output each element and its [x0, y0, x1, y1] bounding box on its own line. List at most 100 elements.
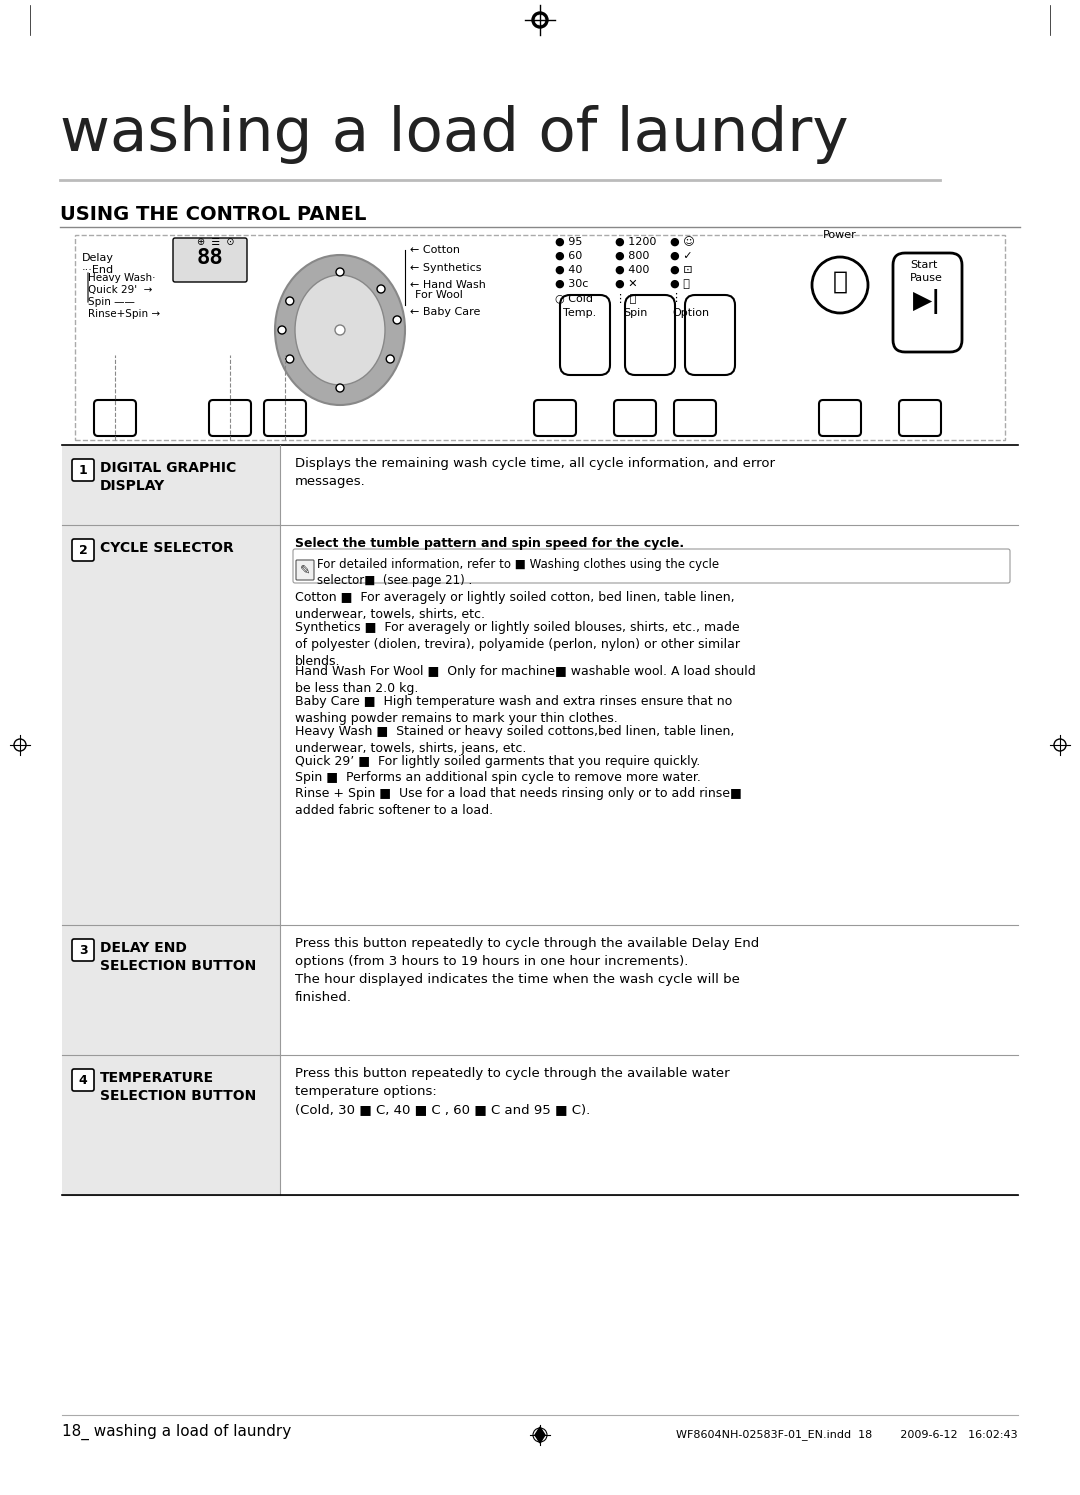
- Text: Delay: Delay: [82, 253, 114, 263]
- Text: Spin ——: Spin ——: [87, 298, 135, 306]
- Bar: [62, 925, 280, 1055]
- FancyBboxPatch shape: [94, 401, 136, 437]
- Text: WF8604NH-02583F-01_EN.indd  18        2009-6-12   16:02:43: WF8604NH-02583F-01_EN.indd 18 2009-6-12 …: [676, 1429, 1018, 1440]
- Text: 88: 88: [197, 248, 224, 268]
- Text: Power: Power: [823, 230, 856, 241]
- Text: washing a load of laundry: washing a load of laundry: [60, 105, 849, 164]
- FancyBboxPatch shape: [264, 401, 306, 437]
- Circle shape: [336, 384, 345, 392]
- Text: Temp.: Temp.: [563, 308, 596, 318]
- Text: ⏻: ⏻: [833, 271, 848, 295]
- Bar: [75, 235, 1005, 440]
- Text: ● ✓: ● ✓: [670, 251, 692, 262]
- Text: ···End: ···End: [82, 265, 114, 275]
- FancyBboxPatch shape: [534, 401, 576, 437]
- FancyBboxPatch shape: [615, 401, 656, 437]
- Circle shape: [532, 12, 548, 28]
- Text: 1: 1: [79, 463, 87, 477]
- Text: 3: 3: [79, 943, 87, 957]
- FancyBboxPatch shape: [293, 549, 1010, 583]
- Text: Quick 29'  →: Quick 29' →: [87, 286, 152, 295]
- Circle shape: [393, 315, 401, 324]
- Text: Displays the remaining wash cycle time, all cycle information, and error
message: Displays the remaining wash cycle time, …: [295, 457, 775, 487]
- Text: ← Hand Wash: ← Hand Wash: [410, 280, 486, 290]
- FancyBboxPatch shape: [893, 253, 962, 351]
- Ellipse shape: [275, 256, 405, 405]
- Text: ● 60: ● 60: [555, 251, 582, 262]
- Text: USING THE CONTROL PANEL: USING THE CONTROL PANEL: [60, 205, 366, 224]
- FancyBboxPatch shape: [819, 401, 861, 437]
- Text: ✎: ✎: [300, 564, 310, 577]
- FancyBboxPatch shape: [296, 561, 314, 580]
- FancyBboxPatch shape: [210, 401, 251, 437]
- Text: Start: Start: [910, 260, 937, 271]
- Text: Baby Care ■  High temperature wash and extra rinses ensure that no
washing powde: Baby Care ■ High temperature wash and ex…: [295, 695, 732, 725]
- Text: Synthetics ■  For averagely or lightly soiled blouses, shirts, etc., made
of pol: Synthetics ■ For averagely or lightly so…: [295, 620, 740, 668]
- Text: ● ⊡: ● ⊡: [670, 265, 692, 275]
- FancyBboxPatch shape: [72, 459, 94, 481]
- Bar: [62, 1055, 280, 1195]
- Circle shape: [286, 354, 294, 363]
- Text: ● ✕: ● ✕: [615, 280, 637, 289]
- FancyBboxPatch shape: [899, 401, 941, 437]
- Text: TEMPERATURE
SELECTION BUTTON: TEMPERATURE SELECTION BUTTON: [100, 1070, 256, 1103]
- Text: Heavy Wash·: Heavy Wash·: [87, 274, 156, 283]
- Text: ● 95: ● 95: [555, 238, 582, 247]
- Text: 2: 2: [79, 544, 87, 556]
- Circle shape: [278, 326, 286, 333]
- FancyBboxPatch shape: [72, 540, 94, 561]
- Text: Quick 29’ ■  For lightly soiled garments that you require quickly.: Quick 29’ ■ For lightly soiled garments …: [295, 755, 700, 768]
- Text: ● 40: ● 40: [555, 265, 582, 275]
- Text: ○ Cold: ○ Cold: [555, 293, 593, 303]
- FancyBboxPatch shape: [561, 295, 610, 375]
- Text: Heavy Wash ■  Stained or heavy soiled cottons,bed linen, table linen,
underwear,: Heavy Wash ■ Stained or heavy soiled cot…: [295, 725, 734, 755]
- Text: Spin: Spin: [623, 308, 647, 318]
- FancyBboxPatch shape: [173, 238, 247, 283]
- Circle shape: [335, 324, 345, 335]
- Text: Press this button repeatedly to cycle through the available Delay End
options (f: Press this button repeatedly to cycle th…: [295, 937, 759, 1005]
- Text: For detailed information, refer to ■ Washing clothes using the cycle
selector■  : For detailed information, refer to ■ Was…: [318, 558, 719, 588]
- Circle shape: [535, 15, 545, 25]
- Text: CYCLE SELECTOR: CYCLE SELECTOR: [100, 541, 233, 555]
- Text: DELAY END
SELECTION BUTTON: DELAY END SELECTION BUTTON: [100, 940, 256, 973]
- Text: Press this button repeatedly to cycle through the available water
temperature op: Press this button repeatedly to cycle th…: [295, 1067, 730, 1115]
- Text: Cotton ■  For averagely or lightly soiled cotton, bed linen, table linen,
underw: Cotton ■ For averagely or lightly soiled…: [295, 591, 734, 620]
- Text: ← Baby Care: ← Baby Care: [410, 306, 481, 317]
- Text: ▶|: ▶|: [913, 290, 941, 314]
- Text: Option: Option: [672, 308, 710, 318]
- Bar: [62, 446, 280, 525]
- Text: ⋮ ⌣: ⋮ ⌣: [615, 293, 636, 303]
- Text: ● ⌣: ● ⌣: [670, 280, 690, 289]
- FancyBboxPatch shape: [72, 939, 94, 961]
- Text: ● 1200: ● 1200: [615, 238, 657, 247]
- Text: For Wool: For Wool: [415, 290, 463, 300]
- Text: Rinse + Spin ■  Use for a load that needs rinsing only or to add rinse■
added fa: Rinse + Spin ■ Use for a load that needs…: [295, 786, 742, 816]
- Text: Hand Wash For Wool ■  Only for machine■ washable wool. A load should
be less tha: Hand Wash For Wool ■ Only for machine■ w…: [295, 665, 756, 695]
- Text: ⊕  ☰  ⊙: ⊕ ☰ ⊙: [197, 238, 234, 247]
- Text: Pause: Pause: [910, 274, 943, 283]
- Text: DIGITAL GRAPHIC
DISPLAY: DIGITAL GRAPHIC DISPLAY: [100, 460, 237, 493]
- Bar: [62, 525, 280, 925]
- Circle shape: [812, 257, 868, 312]
- Polygon shape: [535, 1428, 545, 1443]
- Circle shape: [336, 268, 345, 277]
- Text: ⋮: ⋮: [670, 293, 681, 303]
- Circle shape: [387, 354, 394, 363]
- Text: Spin ■  Performs an additional spin cycle to remove more water.: Spin ■ Performs an additional spin cycle…: [295, 771, 701, 783]
- Text: ● ☺: ● ☺: [670, 238, 694, 247]
- Text: ● 30c: ● 30c: [555, 280, 589, 289]
- Text: ● 800: ● 800: [615, 251, 649, 262]
- Text: Select the tumble pattern and spin speed for the cycle.: Select the tumble pattern and spin speed…: [295, 537, 684, 550]
- Ellipse shape: [295, 275, 384, 386]
- FancyBboxPatch shape: [674, 401, 716, 437]
- Text: ← Synthetics: ← Synthetics: [410, 263, 482, 274]
- Text: 4: 4: [79, 1073, 87, 1087]
- FancyBboxPatch shape: [685, 295, 735, 375]
- FancyBboxPatch shape: [72, 1069, 94, 1091]
- FancyBboxPatch shape: [625, 295, 675, 375]
- Circle shape: [286, 298, 294, 305]
- Text: Rinse+Spin →: Rinse+Spin →: [87, 309, 160, 318]
- Text: ● 400: ● 400: [615, 265, 649, 275]
- Circle shape: [377, 286, 384, 293]
- Text: ← Cotton: ← Cotton: [410, 245, 460, 256]
